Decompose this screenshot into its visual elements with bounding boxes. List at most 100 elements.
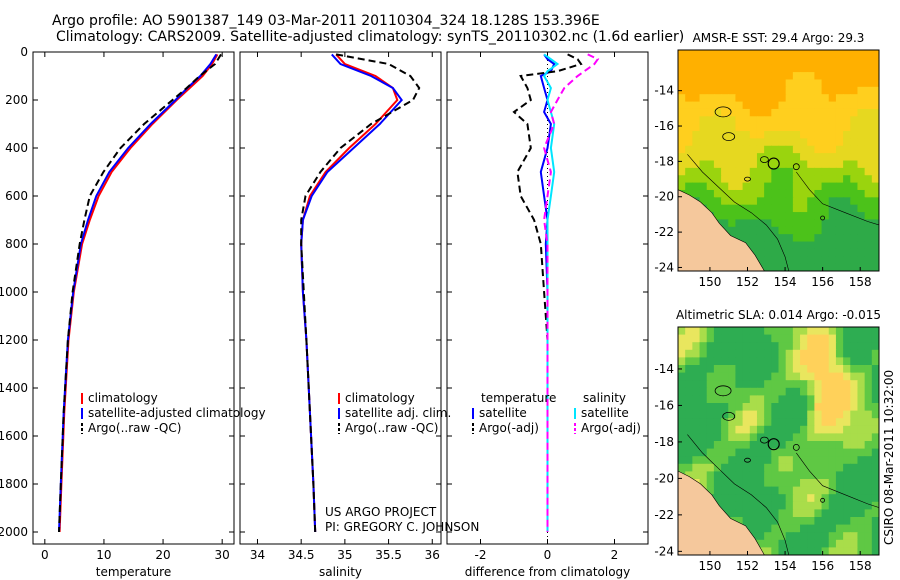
sst-map-cell bbox=[807, 101, 815, 110]
sla-map-cell bbox=[685, 327, 693, 336]
sla-map-cell bbox=[749, 334, 758, 343]
sla-map-cell bbox=[807, 357, 815, 366]
sst-map-cell bbox=[821, 226, 830, 235]
sst-map-cell bbox=[756, 101, 765, 110]
sst-map-cell bbox=[800, 167, 808, 176]
sst-map-cell bbox=[692, 94, 701, 103]
sst-map-cell bbox=[821, 153, 830, 162]
sla-map-cell bbox=[721, 395, 729, 404]
sst-map-cell bbox=[713, 160, 722, 169]
sst-map-cell bbox=[728, 197, 737, 206]
sst-map-cell bbox=[871, 131, 879, 139]
sla-map-cell bbox=[857, 479, 866, 488]
sst-map-cell bbox=[735, 226, 744, 235]
sla-map-cell bbox=[778, 327, 787, 336]
sla-map-cell bbox=[735, 441, 744, 450]
sst-map-cell bbox=[800, 79, 808, 88]
sst-map-cell bbox=[721, 131, 729, 139]
sst-map-cell bbox=[814, 241, 823, 250]
sst-map-cell bbox=[843, 175, 851, 184]
sst-map-cell bbox=[735, 175, 744, 184]
temperature-ytick-label: 0 bbox=[20, 45, 28, 59]
sst-map-cell bbox=[785, 72, 794, 81]
sst-map-cell bbox=[713, 131, 722, 139]
sst-map-cell bbox=[814, 94, 823, 103]
sla-map-cell bbox=[742, 509, 751, 518]
sst-map-cell bbox=[685, 79, 693, 88]
sla-map-cell bbox=[764, 517, 772, 526]
sla-map-cell bbox=[728, 509, 737, 518]
sla-map-cell bbox=[756, 486, 765, 495]
sla-map-cell bbox=[807, 403, 815, 412]
sla-map-cell bbox=[706, 395, 715, 404]
sla-map-cell bbox=[756, 357, 765, 366]
sst-map-cell bbox=[706, 138, 715, 147]
credit-line2: PI: GREGORY C. JOHNSON bbox=[325, 520, 479, 534]
sla-map-cell bbox=[864, 501, 873, 510]
sst-map-cell bbox=[835, 116, 844, 125]
sla-map-cell bbox=[778, 486, 787, 495]
temperature-xtick-label: 0 bbox=[41, 548, 49, 562]
sla-map-cell bbox=[857, 486, 866, 495]
sla-map-cell bbox=[835, 479, 844, 488]
sla-map-cell bbox=[685, 410, 693, 419]
sla-map-cell bbox=[807, 486, 815, 495]
sst-map-cell bbox=[771, 131, 780, 139]
sst-map-cell bbox=[828, 138, 837, 147]
sla-map-cell bbox=[699, 395, 708, 404]
sla-map-cell bbox=[764, 327, 772, 336]
sla-map-cell bbox=[692, 387, 701, 396]
sla-map-cell bbox=[756, 517, 765, 526]
sla-map-cell bbox=[735, 509, 744, 518]
sst-map-cell bbox=[699, 175, 708, 184]
sst-map-cell bbox=[843, 204, 851, 213]
sst-map-cell bbox=[814, 153, 823, 162]
sla-map-cell bbox=[864, 342, 873, 351]
sla-map-cell bbox=[764, 395, 772, 404]
sla-map-cell bbox=[792, 334, 801, 343]
sla-map-cell bbox=[771, 486, 780, 495]
sst-map-cell bbox=[692, 182, 701, 191]
sst-map-cell bbox=[692, 108, 701, 117]
sst-map-cell bbox=[756, 138, 765, 147]
temperature-ytick-label: 400 bbox=[5, 141, 28, 155]
sla-map-frame bbox=[677, 326, 880, 556]
sst-map-cell bbox=[800, 72, 808, 81]
sla-map-field bbox=[678, 327, 879, 555]
sla-map-cell bbox=[785, 479, 794, 488]
sla-map-cell bbox=[821, 365, 830, 374]
sst-map-cell bbox=[821, 248, 830, 257]
sla-map-cell bbox=[871, 327, 879, 336]
sla-map-cell bbox=[814, 441, 823, 450]
sst-map-cell bbox=[706, 123, 715, 132]
sst-map-cell bbox=[771, 219, 780, 228]
sst-map-cell bbox=[864, 94, 873, 103]
salinity-xtick-label: 34.5 bbox=[288, 548, 315, 562]
sst-map-cell bbox=[850, 108, 859, 117]
sst-map-cell bbox=[699, 189, 708, 198]
sst-map-cell bbox=[843, 86, 851, 95]
sst-map-cell bbox=[706, 50, 715, 58]
sla-map-cell bbox=[843, 547, 851, 555]
sla-map-cell bbox=[764, 524, 772, 533]
sst-map-cell bbox=[850, 219, 859, 228]
sst-map-cell bbox=[871, 160, 879, 169]
sst-map-cell bbox=[821, 167, 830, 176]
sst-map-cell bbox=[699, 101, 708, 110]
sst-map-cell bbox=[807, 175, 815, 184]
sst-map-cell bbox=[850, 241, 859, 250]
sst-map-cell bbox=[728, 219, 737, 228]
sla-map-cell bbox=[706, 380, 715, 389]
sla-map-cell bbox=[843, 418, 851, 427]
sla-map-cell bbox=[785, 539, 794, 548]
sla-map-ytick-label: -22 bbox=[654, 508, 674, 522]
salinity-legend-label: satellite adj. clim. bbox=[345, 406, 451, 420]
sla-map-cell bbox=[685, 372, 693, 381]
sla-map-cell bbox=[843, 365, 851, 374]
sla-map-cell bbox=[828, 410, 837, 419]
sst-map-cell bbox=[721, 212, 729, 221]
sla-map-cell bbox=[821, 342, 830, 351]
sla-map-cell bbox=[828, 327, 837, 336]
sst-map-cell bbox=[864, 101, 873, 110]
sla-map-cell bbox=[821, 380, 830, 389]
